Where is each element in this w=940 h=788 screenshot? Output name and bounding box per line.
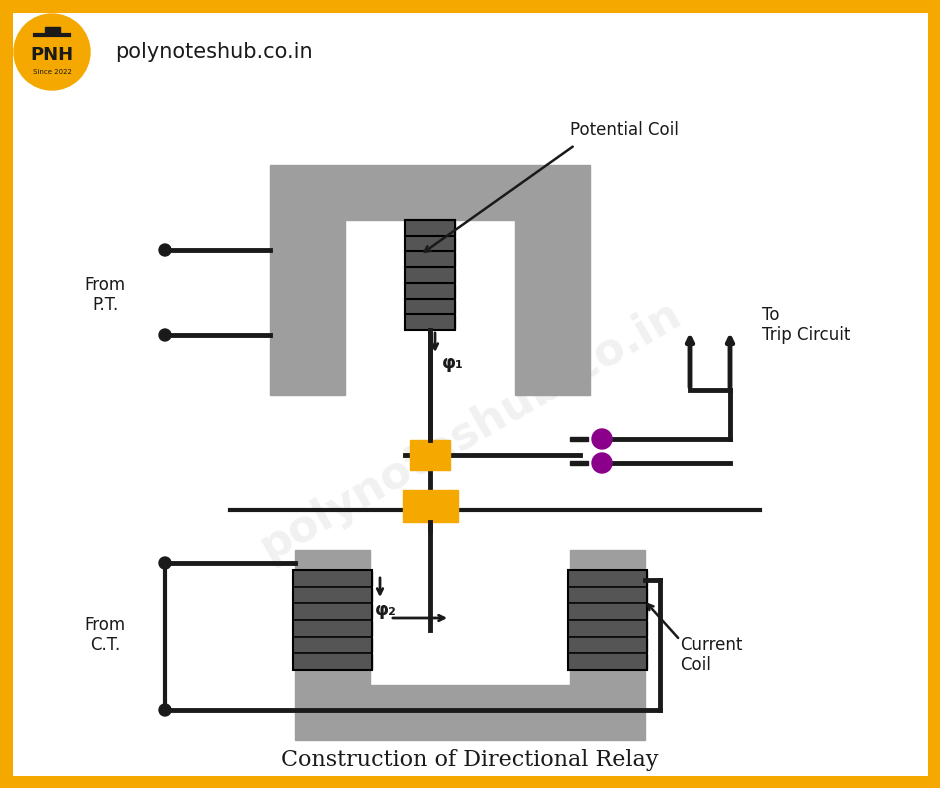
Bar [405,299,455,314]
Text: Since 2022: Since 2022 [33,69,71,75]
Text: Current
Coil: Current Coil [680,636,743,675]
Bar [405,236,455,251]
Bar [568,654,647,669]
Bar [270,165,590,220]
Bar [293,621,372,636]
Circle shape [159,557,171,569]
Circle shape [159,704,171,716]
Bar [270,220,345,395]
Bar [295,685,645,740]
Bar [295,550,370,685]
Bar [410,440,450,470]
Bar [405,315,455,329]
Bar [570,437,588,441]
Text: Potential Coil: Potential Coil [570,121,679,139]
Text: From
C.T.: From C.T. [85,615,126,654]
Text: To
Trip Circuit: To Trip Circuit [762,306,851,344]
Bar [568,621,647,636]
Bar [405,268,455,282]
Bar [45,27,60,35]
Circle shape [592,453,612,473]
Bar [568,570,647,670]
Circle shape [159,329,171,341]
Bar [293,654,372,669]
Circle shape [14,14,90,90]
Text: From
P.T.: From P.T. [85,276,126,314]
Bar [405,220,455,330]
Circle shape [159,244,171,256]
Text: φ₁: φ₁ [442,354,463,372]
Text: PNH: PNH [30,46,73,64]
Bar [403,490,458,522]
Text: Construction of Directional Relay: Construction of Directional Relay [281,749,659,771]
Bar [293,604,372,619]
Bar [568,604,647,619]
Bar [405,252,455,266]
Bar [570,461,588,465]
Bar [568,588,647,602]
Bar [515,220,590,395]
Bar [293,571,372,585]
Bar [405,284,455,298]
Bar [568,571,647,585]
Bar [570,550,645,685]
Text: φ₂: φ₂ [375,601,397,619]
Text: polynoteshub.co.in: polynoteshub.co.in [252,292,688,569]
Bar [293,588,372,602]
Bar [293,570,372,670]
Bar [293,637,372,652]
Text: polynoteshub.co.in: polynoteshub.co.in [115,42,313,62]
Bar [405,221,455,235]
Bar [568,637,647,652]
Circle shape [592,429,612,449]
